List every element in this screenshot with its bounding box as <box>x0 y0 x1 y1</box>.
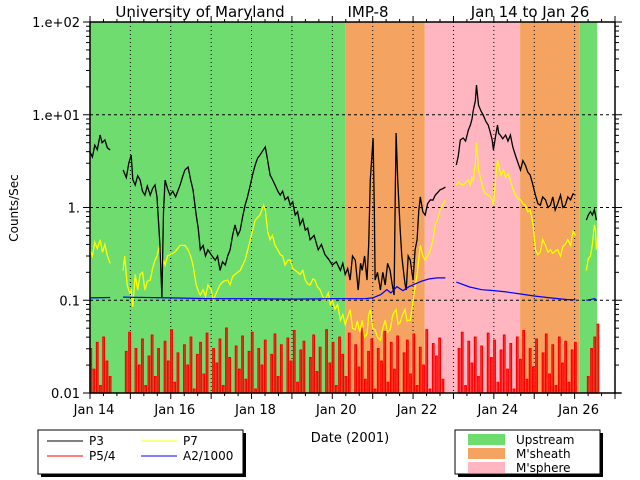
series-line-p7 <box>89 239 111 264</box>
chart-title: University of Maryland IMP-8 Jan 14 to J… <box>115 3 589 21</box>
legend-label-p7: P7 <box>183 434 198 448</box>
series-legend-box <box>37 429 244 475</box>
y-tick-label: 1. <box>68 202 80 217</box>
y-tick-label: 1.e+02 <box>32 16 80 31</box>
axes <box>83 16 622 399</box>
series-line-p3 <box>122 132 446 298</box>
y-tick-label: 1.e+01 <box>32 109 80 124</box>
series-legend: P3 P7 P5/4 A2/1000 <box>37 429 246 477</box>
legend-swatch-upstream <box>468 434 505 445</box>
series-line-p3 <box>585 207 598 221</box>
legend-swatch-msheath <box>468 448 505 459</box>
legend-label-upstream: Upstream <box>516 433 574 447</box>
legend-label-a2: A2/1000 <box>183 449 233 463</box>
y-tick-label: 0.1 <box>59 294 80 309</box>
title-institution: University of Maryland <box>115 3 284 21</box>
x-tick-label: Jan 26 <box>557 403 599 418</box>
y-tick-label: 0.01 <box>51 387 80 402</box>
legend-label-p3: P3 <box>89 434 104 448</box>
title-spacecraft: IMP-8 <box>347 3 388 21</box>
series-line-p54 <box>89 336 112 394</box>
series-line-p54 <box>124 327 445 394</box>
legend-label-msphere: M'sphere <box>516 461 571 475</box>
series-line-p7 <box>455 142 576 258</box>
x-tick-label: Jan 16 <box>153 403 195 418</box>
y-axis-title: Counts/Sec <box>7 174 21 242</box>
x-tick-label: Jan 24 <box>476 403 518 418</box>
region-legend: Upstream M'sheath M'sphere <box>454 429 603 477</box>
series-line-a21000 <box>586 298 597 301</box>
x-axis-title: Date (2001) <box>311 431 389 446</box>
x-tick-label: Jan 22 <box>396 403 438 418</box>
series-line-p3 <box>455 85 576 213</box>
series-line-p7 <box>585 224 598 271</box>
legend-label-p5: P5/4 <box>89 449 116 463</box>
tick-labels: Jan 14 Jan 16 Jan 18 Jan 20 Jan 22 Jan 24 Jan … <box>32 16 599 418</box>
legend-label-msheath: M'sheath <box>516 447 571 461</box>
title-date-range: Jan 14 to Jan 26 <box>470 3 590 21</box>
series-line-p3 <box>89 134 111 160</box>
x-tick-label: Jan 14 <box>73 403 115 418</box>
series-line-a21000 <box>123 277 446 300</box>
x-tick-label: Jan 20 <box>315 403 357 418</box>
series-line-a21000 <box>456 281 576 301</box>
legend-swatch-msphere <box>468 462 505 473</box>
series-line-p7 <box>122 199 446 342</box>
x-tick-label: Jan 18 <box>234 403 276 418</box>
